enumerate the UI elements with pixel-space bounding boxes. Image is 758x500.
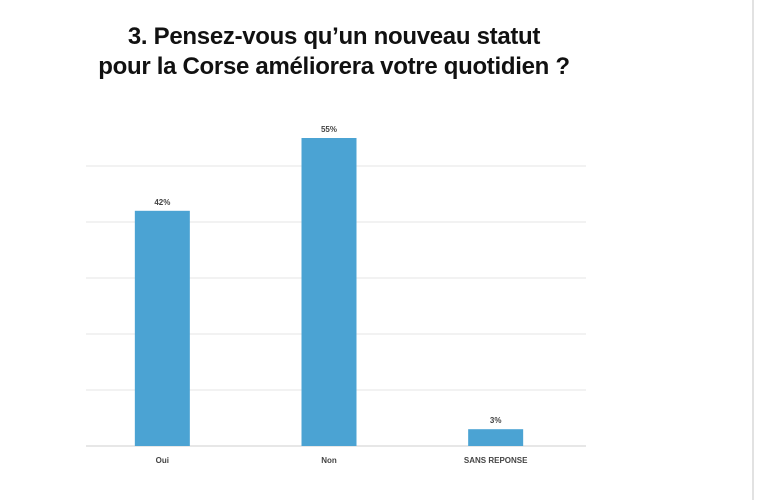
x-tick-label: Oui <box>156 456 169 465</box>
data-labels: 42% 55% 3% <box>154 125 501 425</box>
data-label: 3% <box>490 416 502 425</box>
chart-title-line-2: pour la Corse améliorera votre quotidien… <box>98 53 570 80</box>
chart-title: 3. Pensez-vous qu’un nouveau statut pour… <box>0 22 668 82</box>
bars <box>134 138 524 446</box>
bar-oui <box>134 210 190 446</box>
bar-non <box>301 138 357 446</box>
page-edge-divider <box>752 0 754 500</box>
bar-sans-reponse <box>468 429 524 446</box>
data-label: 42% <box>154 198 170 207</box>
x-tick-label: Non <box>321 456 337 465</box>
data-label: 55% <box>321 125 337 134</box>
x-tick-label: SANS REPONSE <box>464 456 528 465</box>
chart-title-line-1: 3. Pensez-vous qu’un nouveau statut <box>127 23 541 50</box>
x-tick-labels: Oui Non SANS REPONSE <box>156 456 528 465</box>
